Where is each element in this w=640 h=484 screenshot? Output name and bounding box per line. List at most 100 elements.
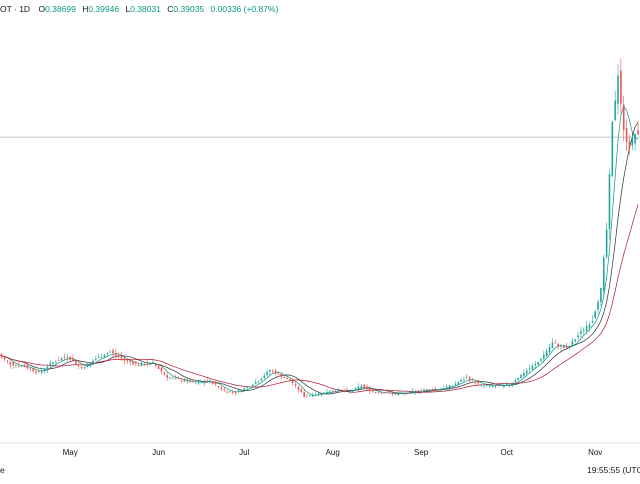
candle-body	[548, 347, 551, 352]
candle-body	[597, 301, 599, 310]
symbol-label[interactable]: OT · 1D	[0, 4, 31, 14]
candle-body	[571, 341, 574, 347]
candle-body	[460, 380, 462, 382]
candle-body	[631, 136, 634, 146]
candle-body	[35, 371, 37, 373]
candle-body	[414, 390, 417, 393]
candle-body	[451, 385, 454, 388]
candle-body	[403, 393, 405, 394]
candle-body	[200, 382, 203, 383]
candle-body	[351, 390, 354, 392]
candle-body	[326, 391, 328, 393]
candle-body	[485, 385, 488, 387]
candle-body	[628, 141, 631, 149]
candle-body	[594, 311, 596, 319]
footer-left-text[interactable]: e	[0, 465, 5, 475]
candle-body	[237, 390, 240, 392]
candle-body	[477, 381, 480, 384]
candle-body	[86, 363, 89, 367]
candle-body	[269, 370, 271, 372]
candle-body	[343, 390, 345, 392]
clock-readout[interactable]: 19:55:55 (UTC	[587, 465, 640, 475]
candle-body	[551, 342, 554, 349]
candle-body	[537, 362, 539, 365]
open-label: O	[38, 4, 46, 14]
candle-body	[323, 391, 325, 393]
candle-body	[266, 371, 268, 376]
candle-body	[234, 391, 237, 394]
candle-body	[400, 393, 402, 394]
candle-body	[437, 389, 440, 391]
candle-body	[75, 359, 77, 365]
candle-body	[137, 364, 140, 366]
candle-body	[611, 121, 614, 177]
candle-body	[334, 390, 337, 392]
candle-body	[309, 395, 311, 397]
candle-body	[172, 377, 174, 379]
candle-body	[565, 346, 568, 349]
candle-body	[423, 389, 425, 391]
candle-body	[468, 377, 471, 381]
candle-body	[346, 390, 348, 391]
candle-body	[26, 365, 29, 369]
candle-body	[120, 355, 123, 359]
candle-body	[394, 393, 397, 395]
ma-fast-line	[0, 105, 639, 396]
candle-body	[277, 373, 280, 375]
candle-body	[397, 393, 400, 395]
candle-body	[280, 373, 283, 377]
candle-body	[540, 359, 542, 362]
candle-body	[354, 387, 357, 390]
close-label: C	[167, 4, 174, 14]
candle-body	[46, 366, 49, 370]
candle-body	[417, 390, 420, 392]
candle-body	[174, 377, 177, 379]
candle-body	[95, 358, 97, 360]
candle-body	[483, 385, 485, 387]
candle-body	[189, 380, 191, 383]
candle-body	[563, 345, 565, 349]
candle-body	[0, 354, 3, 358]
change-value: 0.00336 (+0.87%)	[210, 4, 279, 14]
candle-body	[60, 358, 63, 361]
candle-body	[146, 363, 149, 365]
time-axis: May Jun Jul Aug Sep Oct Nov	[63, 448, 603, 457]
candle-body	[605, 229, 608, 258]
candle-body	[6, 360, 9, 362]
moving-averages	[0, 105, 639, 396]
open-value: 0.38699	[45, 4, 76, 14]
ma-slow-line	[0, 204, 639, 393]
candle-body	[568, 345, 571, 349]
candle-body	[38, 370, 40, 372]
candle-body	[311, 395, 314, 397]
candle-body	[92, 360, 94, 364]
candle-body	[520, 374, 522, 379]
candle-body	[408, 391, 411, 393]
candle-body	[160, 367, 163, 372]
candle-body	[491, 385, 494, 387]
candle-body	[523, 373, 525, 376]
candle-body	[602, 257, 605, 292]
candle-body	[591, 320, 594, 323]
candle-body	[117, 355, 120, 358]
ohlc-legend: OT · 1D O0.38699 H0.39946 L0.38031 C0.39…	[0, 4, 282, 20]
candle-body	[89, 362, 91, 366]
candle-body	[169, 377, 171, 379]
candle-body	[157, 365, 160, 369]
candle-body	[271, 370, 274, 372]
candle-body	[622, 104, 625, 130]
candle-body	[300, 388, 303, 392]
candle-body	[371, 390, 374, 392]
candle-body	[97, 356, 100, 358]
candle-body	[474, 381, 477, 384]
candle-body	[448, 385, 451, 388]
candle-body	[457, 382, 460, 385]
candle-body	[588, 324, 591, 328]
candle-body	[66, 357, 69, 358]
candle-body	[257, 381, 260, 383]
candle-body	[103, 355, 106, 358]
candle-body	[574, 339, 577, 342]
x-tick-label-sep: Sep	[414, 448, 429, 457]
candle-body	[52, 362, 54, 364]
